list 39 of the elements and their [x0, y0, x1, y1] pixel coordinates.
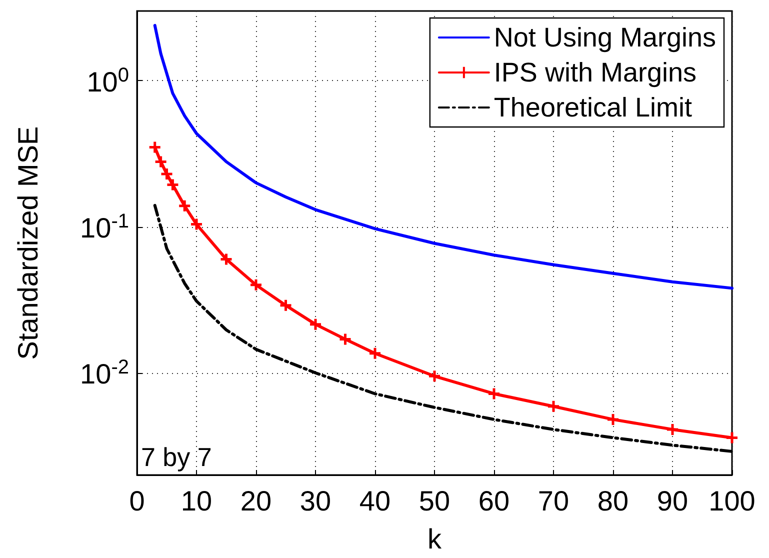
point: [154, 154, 168, 168]
point: [249, 278, 263, 292]
legend-label: Not Using Margins: [494, 22, 716, 52]
x-tick-label: 90: [656, 486, 688, 516]
point: [338, 332, 352, 346]
x-axis-title: k: [428, 524, 442, 554]
x-tick-label: 40: [359, 486, 391, 516]
x-tick-label: 80: [597, 486, 629, 516]
point: [546, 400, 560, 414]
point: [487, 386, 501, 400]
point: [148, 140, 162, 154]
point: [178, 199, 192, 213]
legend-label: IPS with Margins: [494, 58, 696, 88]
point: [308, 318, 322, 332]
y-tick-label: 10$^{-1}$: [80, 210, 129, 244]
y-tick-label: 10$^{0}$: [86, 64, 129, 98]
point: [166, 178, 180, 192]
point: [428, 369, 442, 383]
line-series: [153, 24, 734, 290]
x-tick-label: 100: [708, 486, 756, 516]
point: [606, 412, 620, 426]
y-tick-label: 10$^{-2}$: [80, 356, 129, 390]
point: [160, 167, 174, 181]
x-tick-label: 20: [240, 486, 272, 516]
point: [279, 298, 292, 312]
x-tick-label: 50: [418, 486, 450, 516]
x-tick-label: 60: [478, 486, 510, 516]
x-tick-label: 70: [538, 486, 570, 516]
point: [666, 422, 680, 436]
x-tick-label: 10: [180, 486, 212, 516]
point: [368, 346, 382, 360]
y-axis-title: Standardized MSE: [12, 126, 44, 360]
point: [725, 430, 739, 444]
point: [190, 218, 204, 232]
legend-label: Theoretical Limit: [494, 92, 692, 122]
annotation: 7 by 7: [141, 442, 212, 472]
x-tick-label: 30: [300, 486, 332, 516]
x-tick-label: 0: [129, 486, 145, 516]
point: [220, 252, 233, 266]
